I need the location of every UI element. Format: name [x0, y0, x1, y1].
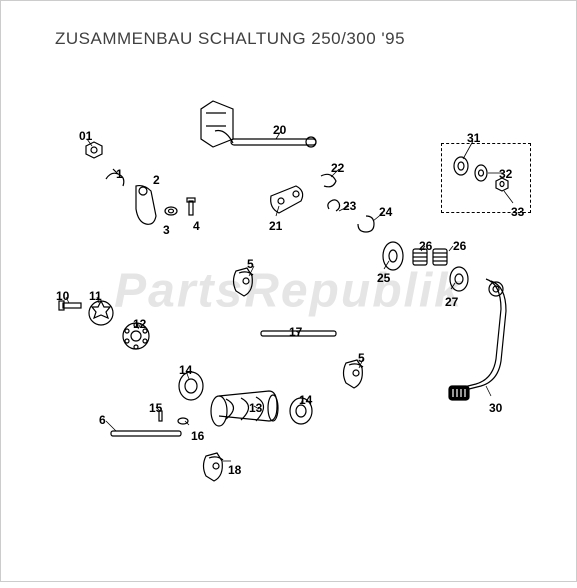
callout-31: 31 — [467, 131, 480, 145]
callout-1: 1 — [116, 167, 123, 181]
callout-5: 5 — [247, 257, 254, 271]
callout-14: 14 — [299, 393, 312, 407]
callout-2: 2 — [153, 173, 160, 187]
callout-23: 23 — [343, 199, 356, 213]
callout-10: 10 — [56, 289, 69, 303]
callout-4: 4 — [193, 219, 200, 233]
callout-17: 17 — [289, 325, 302, 339]
callout-01: 01 — [79, 129, 92, 143]
callout-26: 26 — [419, 239, 432, 253]
callout-27: 27 — [445, 295, 458, 309]
callout-16: 16 — [191, 429, 204, 443]
callout-12: 12 — [133, 317, 146, 331]
callout-25: 25 — [377, 271, 390, 285]
callout-24: 24 — [379, 205, 392, 219]
callout-30: 30 — [489, 401, 502, 415]
callout-14: 14 — [179, 363, 192, 377]
callout-6: 6 — [99, 413, 106, 427]
callout-22: 22 — [331, 161, 344, 175]
diagram-layer — [1, 1, 576, 581]
callout-3: 3 — [163, 223, 170, 237]
callout-11: 11 — [89, 289, 102, 303]
callout-33: 33 — [511, 205, 524, 219]
callout-20: 20 — [273, 123, 286, 137]
parts-illustration — [1, 1, 577, 583]
callout-13: 13 — [249, 401, 262, 415]
callout-21: 21 — [269, 219, 282, 233]
hardware-group-box — [441, 143, 531, 213]
callout-18: 18 — [228, 463, 241, 477]
callout-32: 32 — [499, 167, 512, 181]
callout-26: 26 — [453, 239, 466, 253]
callout-5: 5 — [358, 351, 365, 365]
callout-15: 15 — [149, 401, 162, 415]
